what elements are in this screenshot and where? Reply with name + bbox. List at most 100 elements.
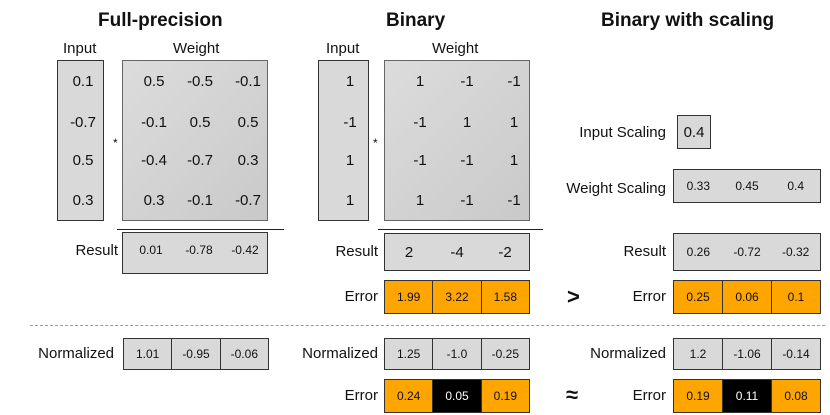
fp-result-box bbox=[122, 232, 268, 274]
bin-error-cell: 1.58 bbox=[480, 281, 529, 313]
scaling-result-cell: -0.72 bbox=[722, 234, 772, 270]
fp-normalized-row: 1.01 -0.95 -0.06 bbox=[123, 338, 269, 370]
fp-weight-matrix bbox=[122, 60, 268, 221]
bin-weight-label: Weight bbox=[432, 40, 479, 57]
fp-weight-cell: 0.3 bbox=[143, 192, 165, 209]
bin-normalized-row: 1.25 -1.0 -0.25 bbox=[384, 338, 530, 370]
scaling-error-label: Error bbox=[632, 288, 666, 305]
fp-result-label: Result bbox=[75, 242, 118, 259]
input-scaling-value: 0.4 bbox=[683, 123, 705, 141]
weight-scaling-cell: 0.4 bbox=[771, 170, 821, 202]
header-binary-scaling: Binary with scaling bbox=[601, 10, 775, 31]
bin-input-cell: 1 bbox=[345, 192, 355, 209]
section-divider bbox=[30, 325, 825, 326]
bin-weight-cell: -1 bbox=[507, 73, 521, 90]
bin-normalized-cell: -1.0 bbox=[432, 339, 481, 369]
bin-weight-cell: -1 bbox=[413, 152, 427, 169]
fp-weight-cell: -0.7 bbox=[187, 152, 213, 169]
bin-result-cell: -2 bbox=[481, 234, 529, 270]
fp-result-line bbox=[117, 229, 284, 230]
fp-normalized-cell: -0.06 bbox=[219, 339, 268, 369]
bin-weight-cell: -1 bbox=[460, 73, 474, 90]
bin-result-cell: -4 bbox=[433, 234, 481, 270]
fp-normalized-label: Normalized bbox=[38, 345, 114, 362]
bin-weight-cell: 1 bbox=[415, 192, 425, 209]
fp-normalized-cell: 1.01 bbox=[124, 339, 172, 369]
scaling-norm-error-cell: 0.11 bbox=[722, 380, 771, 412]
fp-result-value: -0.42 bbox=[231, 243, 259, 257]
scaling-normalized-row: 1.2 -1.06 -0.14 bbox=[673, 338, 821, 370]
bin-norm-error-cell: 0.19 bbox=[480, 380, 529, 412]
fp-input-cell: 0.3 bbox=[72, 192, 94, 209]
header-binary: Binary bbox=[386, 10, 446, 31]
weight-scaling-cell: 0.33 bbox=[674, 170, 723, 202]
greater-than-symbol: > bbox=[567, 284, 580, 309]
scaling-normalized-label: Normalized bbox=[590, 345, 666, 362]
bin-weight-cell: -1 bbox=[460, 152, 474, 169]
bin-norm-error-cell: 0.24 bbox=[385, 380, 433, 412]
input-scaling-label: Input Scaling bbox=[579, 124, 666, 141]
scaling-error-cell: 0.1 bbox=[771, 281, 820, 313]
header-full-precision: Full-precision bbox=[98, 10, 223, 31]
approx-symbol: ≈ bbox=[566, 382, 579, 407]
fp-weight-cell: 0.5 bbox=[237, 114, 259, 131]
bin-weight-cell: 1 bbox=[462, 114, 472, 131]
fp-weight-cell: -0.4 bbox=[141, 152, 167, 169]
bin-error-label: Error bbox=[344, 288, 378, 305]
bin-norm-error-cell: 0.05 bbox=[432, 380, 481, 412]
bin-weight-cell: -1 bbox=[507, 192, 521, 209]
scaling-result-label: Result bbox=[623, 243, 666, 260]
scaling-normalized-cell: -1.06 bbox=[722, 339, 771, 369]
bin-error-cell: 1.99 bbox=[385, 281, 433, 313]
weight-scaling-label: Weight Scaling bbox=[566, 180, 666, 197]
bin-result-line bbox=[378, 229, 543, 230]
fp-input-label: Input bbox=[63, 40, 97, 57]
bin-input-cell: -1 bbox=[343, 114, 357, 131]
weight-scaling-cell: 0.45 bbox=[722, 170, 772, 202]
bin-weight-matrix bbox=[384, 60, 530, 221]
bin-error-row: 1.99 3.22 1.58 bbox=[384, 280, 530, 314]
bin-normalized-cell: -0.25 bbox=[480, 339, 529, 369]
weight-scaling-row: 0.33 0.45 0.4 bbox=[673, 169, 821, 203]
fp-input-vector bbox=[57, 60, 104, 221]
fp-weight-cell: 0.5 bbox=[143, 73, 165, 90]
bin-weight-cell: 1 bbox=[415, 73, 425, 90]
fp-input-cell: 0.5 bbox=[72, 152, 94, 169]
scaling-normalized-cell: 1.2 bbox=[674, 339, 722, 369]
bin-input-vector bbox=[318, 60, 369, 221]
bin-input-cell: 1 bbox=[345, 152, 355, 169]
bin-result-label: Result bbox=[335, 243, 378, 260]
scaling-result-row: 0.26 -0.72 -0.32 bbox=[673, 233, 821, 271]
fp-weight-cell: 0.3 bbox=[237, 152, 259, 169]
fp-weight-cell: -0.7 bbox=[235, 192, 261, 209]
fp-weight-cell: -0.1 bbox=[187, 192, 213, 209]
scaling-error-cell: 0.25 bbox=[674, 281, 722, 313]
scaling-norm-error-cell: 0.08 bbox=[771, 380, 820, 412]
bin-result-cell: 2 bbox=[385, 234, 433, 270]
bin-weight-cell: 1 bbox=[509, 152, 519, 169]
bin-norm-error-row: 0.24 0.05 0.19 bbox=[384, 379, 530, 413]
bin-weight-cell: -1 bbox=[413, 114, 427, 131]
bin-norm-error-label: Error bbox=[344, 387, 378, 404]
scaling-result-cell: 0.26 bbox=[674, 234, 723, 270]
fp-weight-cell: -0.1 bbox=[141, 114, 167, 131]
scaling-error-cell: 0.06 bbox=[722, 281, 771, 313]
fp-weight-label: Weight bbox=[173, 40, 220, 57]
scaling-normalized-cell: -0.14 bbox=[771, 339, 820, 369]
bin-error-cell: 3.22 bbox=[432, 281, 481, 313]
input-scaling-box: 0.4 bbox=[677, 115, 711, 149]
fp-weight-cell: -0.1 bbox=[235, 73, 261, 90]
bin-normalized-label: Normalized bbox=[302, 345, 378, 362]
fp-result-value: 0.01 bbox=[139, 243, 163, 257]
scaling-norm-error-row: 0.19 0.11 0.08 bbox=[673, 379, 821, 413]
fp-input-cell: 0.1 bbox=[72, 73, 94, 90]
fp-input-cell: -0.7 bbox=[70, 114, 96, 131]
bin-multiply-sign: * bbox=[373, 136, 378, 150]
scaling-norm-error-cell: 0.19 bbox=[674, 380, 722, 412]
scaling-error-row: 0.25 0.06 0.1 bbox=[673, 280, 821, 314]
scaling-norm-error-label: Error bbox=[632, 387, 666, 404]
bin-weight-cell: -1 bbox=[460, 192, 474, 209]
bin-weight-cell: 1 bbox=[509, 114, 519, 131]
fp-multiply-sign: * bbox=[113, 136, 118, 150]
bin-input-cell: 1 bbox=[345, 73, 355, 90]
